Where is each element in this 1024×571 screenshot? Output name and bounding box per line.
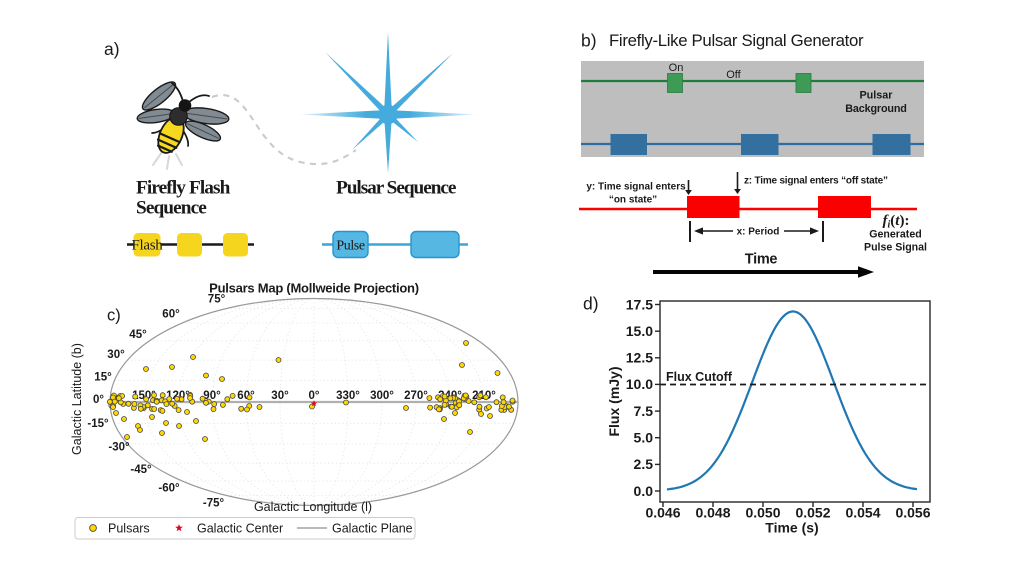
svg-text:Firefly Flash: Firefly Flash xyxy=(136,178,231,199)
svg-text:0°: 0° xyxy=(309,390,320,402)
svg-text:Pulse Signal: Pulse Signal xyxy=(864,242,927,254)
svg-text:d): d) xyxy=(583,294,599,314)
svg-text:150°: 150° xyxy=(132,390,156,402)
svg-text:60°: 60° xyxy=(162,309,180,321)
svg-text:-15°: -15° xyxy=(87,418,109,430)
svg-text:Pulse: Pulse xyxy=(336,239,365,254)
svg-text:0.048: 0.048 xyxy=(695,505,730,521)
svg-text:Off: Off xyxy=(726,69,741,81)
svg-text:0.056: 0.056 xyxy=(895,505,930,521)
svg-text:Galactic Plane: Galactic Plane xyxy=(332,522,413,536)
svg-text:Generated: Generated xyxy=(869,229,921,241)
svg-text:Galactic Center: Galactic Center xyxy=(197,522,283,536)
svg-text:Time: Time xyxy=(745,252,778,268)
svg-text:60°: 60° xyxy=(237,390,255,402)
svg-text:0.052: 0.052 xyxy=(795,505,830,521)
svg-text:30°: 30° xyxy=(107,349,125,361)
svg-text:Time (s): Time (s) xyxy=(765,520,818,536)
svg-text:12.5: 12.5 xyxy=(626,350,653,366)
svg-text:5.0: 5.0 xyxy=(634,430,654,446)
svg-text:2.5: 2.5 xyxy=(634,456,654,472)
svg-text:-75°: -75° xyxy=(203,498,225,510)
svg-text:0.050: 0.050 xyxy=(745,505,780,521)
svg-text:b): b) xyxy=(581,31,597,51)
svg-text:Pulsars Map (Mollweide Project: Pulsars Map (Mollweide Projection) xyxy=(209,281,419,296)
svg-text:30°: 30° xyxy=(271,390,289,402)
svg-text:17.5: 17.5 xyxy=(626,296,653,312)
svg-text:75°: 75° xyxy=(208,294,226,306)
svg-text:Firefly-Like Pulsar Signal Gen: Firefly-Like Pulsar Signal Generator xyxy=(609,31,864,50)
svg-text:-60°: -60° xyxy=(158,483,180,495)
svg-text:0.054: 0.054 xyxy=(845,505,880,521)
svg-text:7.5: 7.5 xyxy=(634,403,654,419)
svg-text:15°: 15° xyxy=(94,372,112,384)
svg-text:300°: 300° xyxy=(370,390,394,402)
svg-text:0°: 0° xyxy=(93,394,104,406)
svg-text:Pulsar: Pulsar xyxy=(859,90,893,102)
svg-text:-30°: -30° xyxy=(108,442,130,454)
svg-text:x: Period: x: Period xyxy=(737,227,780,238)
svg-text:Pulsars: Pulsars xyxy=(108,522,150,536)
svg-text:Flux (mJy): Flux (mJy) xyxy=(606,366,622,436)
svg-text:330°: 330° xyxy=(336,390,360,402)
svg-text:0.046: 0.046 xyxy=(645,505,680,521)
svg-text:y: Time signal enters: y: Time signal enters xyxy=(586,182,686,193)
svg-text:a): a) xyxy=(104,39,120,59)
svg-text:Pulsar Sequence: Pulsar Sequence xyxy=(336,178,457,199)
svg-text:c): c) xyxy=(107,307,121,325)
svg-text:15.0: 15.0 xyxy=(626,323,653,339)
svg-text:45°: 45° xyxy=(129,329,147,341)
svg-text:“on state”: “on state” xyxy=(609,195,657,206)
svg-text:Galactic Latitude (b): Galactic Latitude (b) xyxy=(70,343,84,455)
svg-text:z: Time signal enters “off sta: z: Time signal enters “off state” xyxy=(744,176,888,187)
svg-text:270°: 270° xyxy=(404,390,428,402)
svg-text:On: On xyxy=(669,62,684,74)
svg-text:Sequence: Sequence xyxy=(136,198,207,219)
svg-text:Flux Cutoff: Flux Cutoff xyxy=(666,370,733,384)
svg-text:10.0: 10.0 xyxy=(626,376,653,392)
svg-text:Background: Background xyxy=(845,103,907,115)
svg-text:Flash: Flash xyxy=(131,238,163,254)
svg-text:-45°: -45° xyxy=(130,464,152,476)
svg-text:0.0: 0.0 xyxy=(634,483,654,499)
svg-text:Galactic Longitude (l): Galactic Longitude (l) xyxy=(254,500,372,514)
